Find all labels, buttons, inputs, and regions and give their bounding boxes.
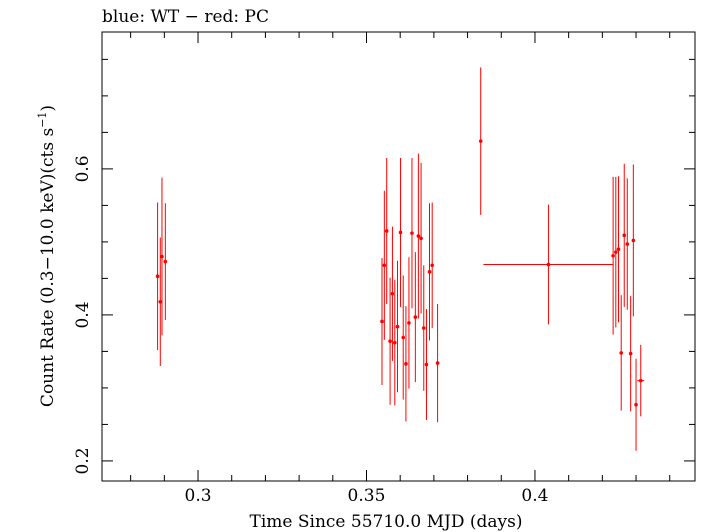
- data-marker: [614, 250, 618, 254]
- data-point: [424, 309, 429, 421]
- data-point: [430, 202, 434, 329]
- data-point: [616, 176, 621, 323]
- data-marker: [413, 315, 418, 319]
- data-point: [407, 257, 411, 389]
- y-tick-label: 0.4: [73, 301, 93, 328]
- data-marker: [384, 229, 389, 233]
- x-tick-label: 0.4: [521, 486, 548, 506]
- data-marker: [622, 233, 627, 238]
- data-marker: [478, 139, 483, 143]
- data-point: [483, 204, 614, 325]
- data-point: [631, 164, 636, 317]
- data-marker: [382, 263, 387, 268]
- x-tick-label: 0.3: [185, 486, 212, 506]
- data-point: [435, 303, 440, 423]
- data-point: [614, 176, 618, 328]
- data-point: [401, 275, 406, 400]
- data-marker: [424, 362, 429, 367]
- data-marker: [163, 259, 168, 264]
- data-marker: [430, 263, 434, 268]
- data-point: [388, 277, 392, 405]
- data-marker: [616, 247, 621, 251]
- data-marker: [634, 402, 638, 407]
- data-point: [384, 157, 389, 304]
- data-marker: [631, 238, 636, 243]
- data-marker: [395, 324, 400, 329]
- data-point: [416, 153, 421, 319]
- data-point: [413, 252, 418, 383]
- data-point: [163, 203, 168, 321]
- data-point: [410, 157, 414, 309]
- data-point: [158, 237, 163, 367]
- data-marker: [638, 378, 643, 383]
- data-point: [619, 295, 624, 411]
- data-point: [637, 344, 645, 417]
- data-marker: [392, 340, 397, 345]
- data-point: [625, 178, 630, 310]
- data-marker: [407, 321, 411, 325]
- y-axis-label-close: ): [38, 105, 58, 112]
- data-marker: [158, 299, 163, 304]
- data-point: [380, 257, 384, 385]
- data-marker: [410, 231, 414, 235]
- x-axis-label: Time Since 55710.0 MJD (days): [250, 512, 523, 532]
- data-marker: [625, 242, 630, 246]
- y-axis-label-main: Count Rate (0.3−10.0 keV)(cts s: [38, 128, 58, 407]
- data-point: [398, 157, 403, 307]
- data-point: [419, 163, 423, 314]
- plot-frame: [101, 31, 696, 482]
- data-point: [155, 202, 160, 350]
- axis-ticks: [102, 32, 695, 481]
- y-tick-label: 0.2: [73, 447, 93, 474]
- data-marker: [628, 351, 633, 356]
- data-point: [634, 358, 638, 451]
- data-marker: [155, 274, 160, 279]
- data-point: [390, 226, 395, 361]
- data-marker: [390, 291, 395, 296]
- data-point: [404, 306, 408, 422]
- data-point: [395, 260, 400, 393]
- data-marker: [388, 339, 392, 343]
- data-point: [382, 190, 387, 340]
- data-point: [427, 203, 432, 341]
- data-marker: [619, 351, 624, 355]
- x-tick-label: 0.35: [348, 486, 386, 506]
- data-marker: [419, 236, 423, 241]
- chart-title: blue: WT − red: PC: [102, 7, 269, 27]
- data-series-pc: [155, 67, 645, 451]
- data-point: [160, 177, 164, 336]
- data-marker: [421, 326, 426, 330]
- data-marker: [380, 319, 384, 324]
- data-point: [622, 163, 627, 307]
- axis-tick-labels: 0.3 0.35 0.4 0.2 0.4 0.6: [73, 155, 548, 506]
- data-point: [611, 176, 615, 335]
- data-marker: [427, 270, 432, 274]
- data-marker: [416, 234, 421, 238]
- data-marker: [160, 254, 164, 259]
- y-tick-label: 0.6: [73, 155, 93, 182]
- data-point: [421, 265, 426, 391]
- y-axis-label: Count Rate (0.3−10.0 keV)(cts s−1): [36, 105, 58, 407]
- y-axis-label-exponent: −1: [36, 112, 49, 128]
- data-marker: [398, 230, 403, 235]
- data-point: [628, 295, 633, 412]
- data-marker: [611, 253, 615, 258]
- data-point: [478, 67, 483, 215]
- data-marker: [404, 362, 408, 366]
- data-marker: [401, 335, 406, 340]
- data-marker: [546, 262, 551, 267]
- data-marker: [435, 361, 440, 365]
- data-point: [392, 279, 397, 406]
